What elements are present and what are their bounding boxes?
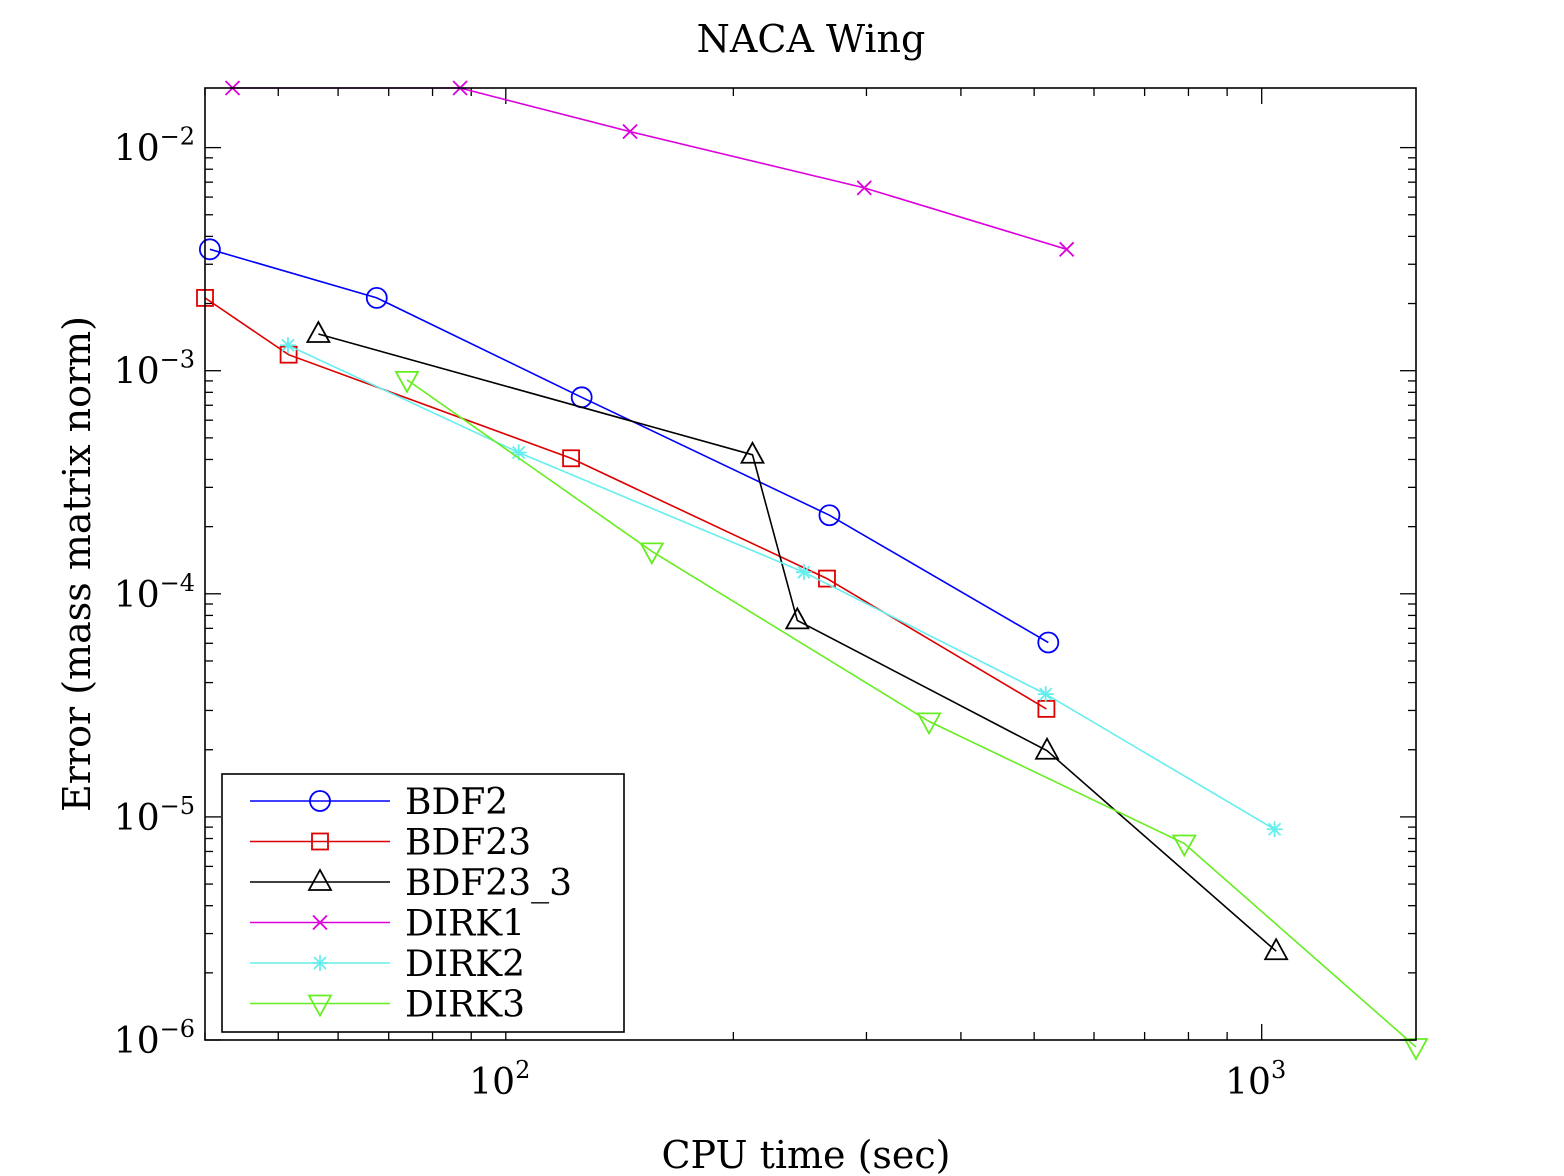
y-tick-label: 10−2 bbox=[114, 123, 195, 170]
x-tick-label-exponent: 2 bbox=[515, 1056, 530, 1084]
data-point-dirk3 bbox=[639, 542, 665, 566]
y-tick-label-exponent: −2 bbox=[160, 123, 195, 151]
y-tick-label-exponent: −6 bbox=[160, 1015, 195, 1043]
data-point-dirk3 bbox=[394, 370, 420, 394]
series-dirk2 bbox=[279, 337, 1283, 838]
y-tick-label-exponent: −4 bbox=[160, 569, 195, 597]
y-tick-label: 10−3 bbox=[114, 346, 195, 393]
data-point-bdf2 bbox=[1037, 631, 1060, 654]
x-axis-label: CPU time (sec) bbox=[661, 1133, 950, 1176]
y-tick-label-base: 10 bbox=[114, 1021, 160, 1062]
legend-label: BDF2 bbox=[405, 782, 508, 823]
data-point-bdf2 bbox=[818, 504, 841, 527]
data-point-dirk1 bbox=[1059, 241, 1075, 257]
y-tick-label-base: 10 bbox=[114, 129, 160, 170]
x-tick-label: 103 bbox=[1225, 1056, 1286, 1103]
data-point-dirk2 bbox=[1266, 821, 1283, 838]
data-point-dirk3 bbox=[1171, 834, 1197, 858]
data-point-dirk2 bbox=[795, 564, 812, 581]
chart-title: NACA Wing bbox=[697, 17, 926, 61]
data-point-bdf23-3 bbox=[1263, 937, 1289, 961]
legend-item-dirk2: DIRK2 bbox=[250, 944, 525, 985]
legend-marker bbox=[307, 868, 333, 891]
x-tick-label-exponent: 3 bbox=[1271, 1056, 1286, 1084]
y-tick-label: 10−5 bbox=[114, 792, 195, 839]
legend-label: DIRK2 bbox=[405, 944, 525, 985]
data-point-dirk2 bbox=[1037, 686, 1054, 703]
y-tick-label-exponent: −3 bbox=[160, 346, 195, 374]
legend-item-dirk3: DIRK3 bbox=[250, 985, 525, 1026]
data-point-bdf23 bbox=[818, 569, 836, 588]
y-tick-label-base: 10 bbox=[114, 798, 160, 839]
y-tick-label: 10−4 bbox=[114, 569, 195, 616]
legend-item-dirk1: DIRK1 bbox=[250, 904, 525, 945]
x-tick-label-base: 10 bbox=[1225, 1062, 1271, 1103]
legend-item-bdf2: BDF2 bbox=[250, 782, 508, 823]
series-line-bdf2 bbox=[209, 248, 1049, 644]
data-point-bdf2 bbox=[365, 286, 388, 309]
legend-marker bbox=[309, 790, 331, 812]
legend-label: DIRK3 bbox=[405, 985, 525, 1026]
series-dirk3 bbox=[394, 370, 1429, 1061]
legend-marker bbox=[307, 994, 333, 1018]
data-point-bdf2 bbox=[198, 238, 221, 261]
y-tick-label-exponent: −5 bbox=[160, 792, 195, 820]
series-line-bdf23-3 bbox=[318, 333, 1277, 952]
y-tick-label-base: 10 bbox=[114, 575, 160, 616]
y-tick-label-base: 10 bbox=[114, 352, 160, 393]
series-line-bdf23 bbox=[204, 297, 1047, 710]
legend-label: DIRK1 bbox=[405, 904, 525, 945]
x-tick-label-base: 10 bbox=[469, 1062, 515, 1103]
series-bdf23-3 bbox=[305, 320, 1289, 961]
axis-ticks bbox=[204, 88, 1416, 1041]
legend-label: BDF23 bbox=[405, 823, 531, 864]
legend-marker bbox=[312, 955, 328, 971]
data-point-dirk3 bbox=[916, 712, 942, 736]
y-axis-label: Error (mass matrix norm) bbox=[55, 316, 99, 812]
data-point-bdf23 bbox=[562, 449, 580, 468]
legend-marker bbox=[311, 832, 329, 851]
legend-item-bdf23: BDF23 bbox=[250, 823, 531, 864]
data-point-bdf23-3 bbox=[784, 606, 810, 630]
series-line-dirk3 bbox=[406, 379, 1417, 1048]
legend-label: BDF23_3 bbox=[405, 863, 572, 904]
data-point-dirk2 bbox=[510, 444, 527, 461]
y-tick-label: 10−6 bbox=[114, 1015, 195, 1062]
data-point-dirk2 bbox=[279, 337, 296, 354]
plot-frame bbox=[204, 87, 1417, 1041]
legend-marker bbox=[312, 914, 328, 931]
x-tick-label: 102 bbox=[469, 1056, 530, 1103]
data-point-dirk1 bbox=[856, 180, 872, 196]
legend-box bbox=[221, 773, 625, 1033]
legend-item-bdf23-3: BDF23_3 bbox=[250, 863, 572, 904]
data-point-bdf23-3 bbox=[305, 320, 331, 343]
data-point-dirk1 bbox=[622, 123, 638, 140]
data-point-bdf23-3 bbox=[1034, 736, 1060, 760]
data-point-bdf23-3 bbox=[739, 440, 766, 464]
